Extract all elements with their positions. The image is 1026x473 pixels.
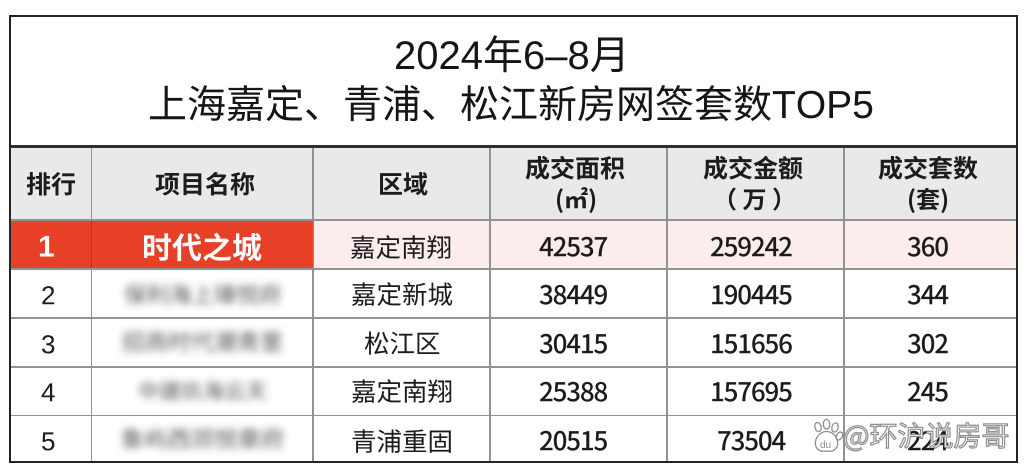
svg-text:du: du [820, 440, 831, 451]
